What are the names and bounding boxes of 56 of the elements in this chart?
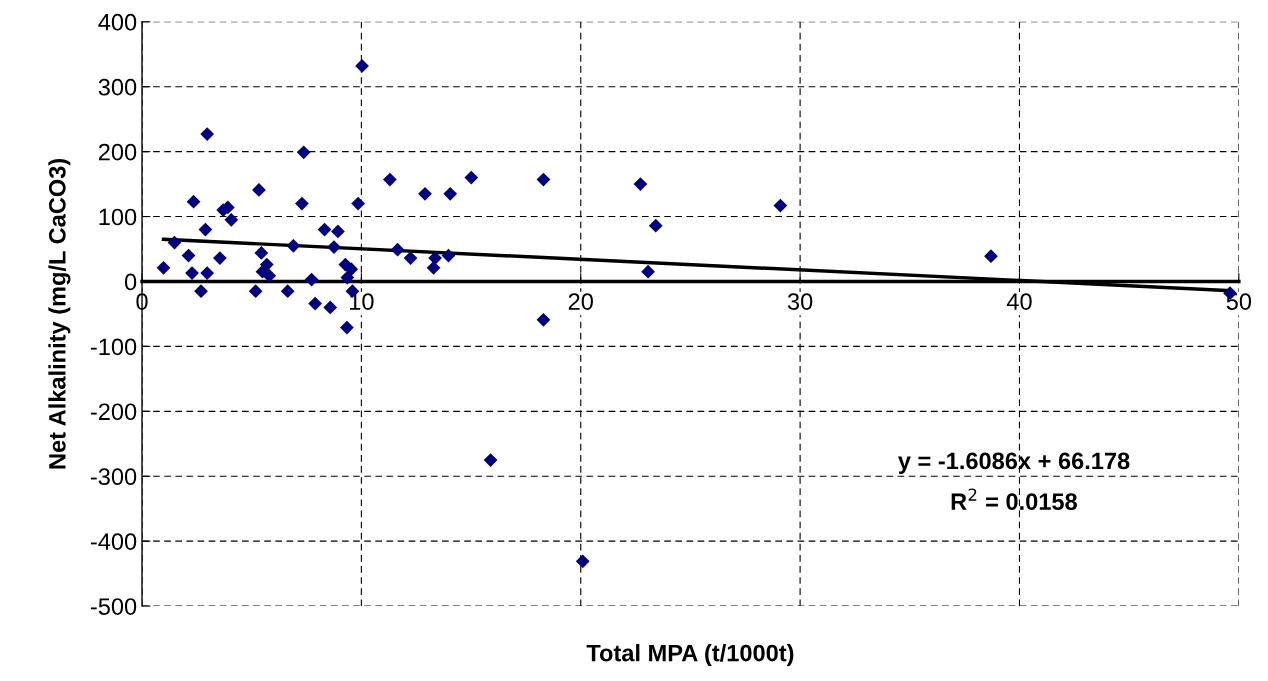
point — [351, 196, 365, 211]
y-tick-label: -400 — [90, 533, 137, 550]
point — [295, 196, 309, 211]
point — [984, 249, 998, 264]
point — [280, 284, 295, 299]
point — [633, 177, 648, 191]
point — [464, 170, 479, 185]
point — [428, 251, 442, 265]
point — [390, 242, 405, 257]
point — [340, 320, 354, 335]
point — [403, 251, 418, 265]
point — [443, 186, 458, 201]
y-tick-label: 100 — [99, 208, 137, 226]
point — [186, 194, 201, 209]
y-tick-label: 0 — [124, 273, 137, 291]
point — [536, 312, 551, 327]
point — [296, 145, 311, 160]
point — [252, 183, 266, 197]
point — [262, 268, 277, 283]
y-tick-label: -500 — [90, 598, 137, 615]
point — [773, 198, 788, 213]
point — [418, 186, 432, 201]
point — [331, 224, 345, 239]
y-tick-label: 400 — [98, 13, 137, 31]
point — [200, 266, 215, 280]
point — [259, 257, 274, 272]
point — [426, 260, 441, 275]
point — [156, 260, 171, 275]
point — [224, 212, 239, 227]
point — [483, 453, 498, 467]
y-tick-label: 300 — [98, 78, 137, 96]
y-tick-label: 200 — [98, 143, 137, 161]
point — [340, 270, 355, 285]
point — [383, 172, 397, 187]
point — [323, 300, 338, 315]
point — [344, 262, 359, 277]
point — [254, 246, 269, 260]
y-tick-label: -100 — [90, 338, 137, 356]
point — [213, 251, 227, 265]
point — [248, 284, 263, 299]
point — [194, 284, 208, 299]
y-tick-label: -300 — [90, 468, 137, 486]
point — [648, 218, 663, 233]
x-tick-label: 40 — [1006, 293, 1032, 310]
annotation: R$^{2}$ = 0.0158 — [951, 488, 1077, 510]
x-axis-title: Total MPA (t/1000t) — [586, 644, 794, 667]
y-tick-label: -200 — [90, 403, 137, 421]
x-tick-label: 30 — [787, 293, 813, 310]
annotation: y = -1.6086x + 66.178 — [897, 452, 1130, 474]
point — [308, 296, 322, 311]
point — [286, 238, 301, 253]
y-axis-title: Net Alkalinity (mg/L CaCO3) — [48, 158, 71, 469]
x-tick-label: 20 — [568, 293, 593, 310]
point — [575, 554, 590, 569]
point — [200, 127, 215, 141]
point — [641, 264, 655, 279]
